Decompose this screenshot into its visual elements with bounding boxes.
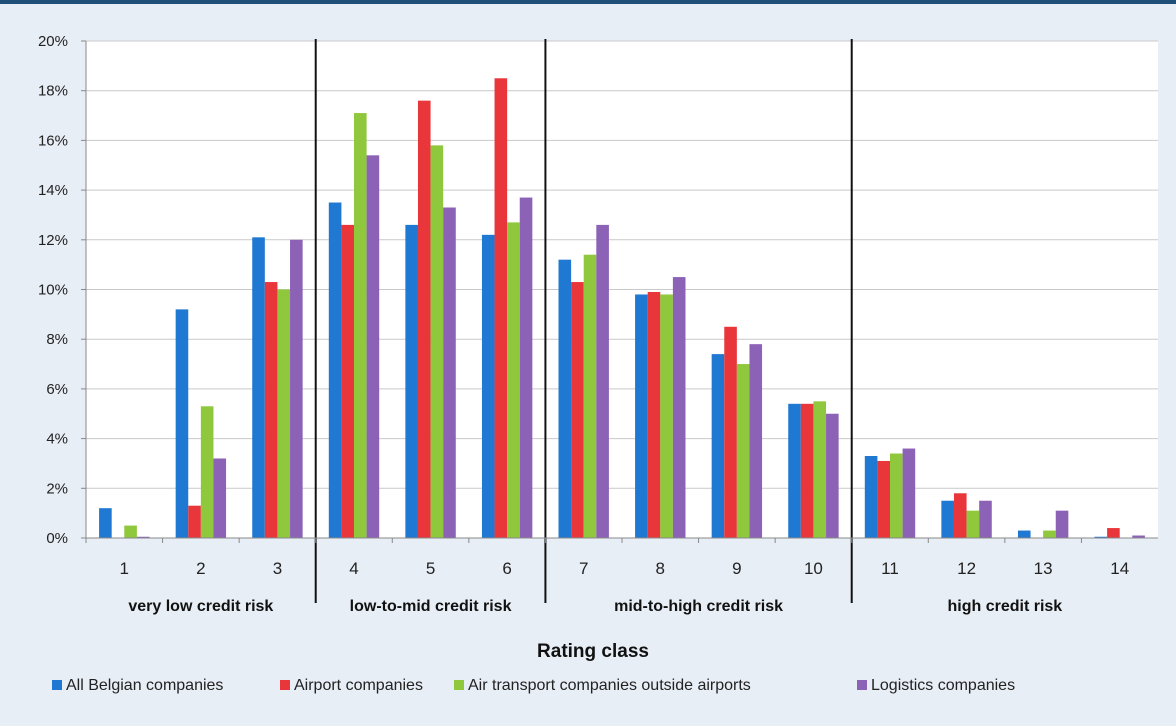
bar <box>124 525 137 538</box>
bar <box>788 403 801 538</box>
group-label: low-to-mid credit risk <box>350 598 512 615</box>
bar <box>405 224 418 538</box>
x-tick-label: 7 <box>579 559 588 578</box>
bar <box>417 100 431 538</box>
x-tick-label: 4 <box>349 559 358 578</box>
legend-entry: All Belgian companies <box>66 677 223 694</box>
bar <box>188 505 201 538</box>
group-label: mid-to-high credit risk <box>614 598 783 615</box>
bar <box>941 500 954 538</box>
legend-swatch <box>857 680 867 690</box>
bars <box>99 78 1145 539</box>
y-tick-label: 14% <box>38 182 68 199</box>
y-tick-label: 6% <box>46 381 68 398</box>
y-tick-label: 8% <box>46 331 68 348</box>
bar <box>953 493 967 538</box>
y-tick-label: 0% <box>46 530 68 547</box>
bar <box>264 282 278 538</box>
x-tick-label: 10 <box>804 559 823 578</box>
bar <box>571 282 584 538</box>
legend-entry: Air transport companies outside airports <box>468 677 751 694</box>
x-tick-label: 11 <box>881 559 899 578</box>
x-tick-label: 14 <box>1110 559 1129 578</box>
bar <box>136 536 150 538</box>
bar <box>430 145 444 538</box>
legend-swatch <box>454 680 464 690</box>
labels: 0%2%4%6%8%10%12%14%16%18%20%1 2 3 4 5 6 7 8 9 10 1… <box>38 33 1129 615</box>
bar <box>635 294 648 538</box>
bar <box>724 326 737 538</box>
top-rule <box>0 0 1176 4</box>
y-tick-label: 4% <box>46 431 68 448</box>
bar <box>979 500 992 538</box>
legend-entry: Airport companies <box>294 677 423 694</box>
bar <box>647 291 661 538</box>
bar <box>736 364 750 538</box>
bar <box>966 510 980 538</box>
bar <box>213 458 227 538</box>
x-axis-title: Rating class <box>537 641 649 662</box>
bar <box>366 155 380 538</box>
y-tick-label: 12% <box>38 232 68 249</box>
x-tick-label: 5 <box>426 559 435 578</box>
bar <box>341 224 354 538</box>
bar <box>583 254 597 538</box>
y-tick-label: 16% <box>38 132 68 149</box>
y-tick-label: 2% <box>46 480 68 497</box>
x-tick-label: 1 <box>120 559 129 578</box>
bar <box>902 448 916 538</box>
bar <box>660 294 673 538</box>
y-tick-label: 18% <box>38 83 68 100</box>
legend-swatch <box>280 680 290 690</box>
bar <box>200 406 214 538</box>
group-label: very low credit risk <box>128 598 273 615</box>
bar <box>443 207 456 538</box>
x-tick-label: 8 <box>656 559 665 578</box>
x-tick-label: 3 <box>273 559 282 578</box>
bar <box>99 508 112 538</box>
bar <box>558 259 572 538</box>
bar <box>252 237 265 538</box>
legend-entry: Logistics companies <box>871 677 1015 694</box>
legend-swatch <box>52 680 62 690</box>
bar <box>1094 536 1108 538</box>
bar <box>826 413 839 538</box>
axes <box>81 40 1158 543</box>
legend: All Belgian companies Airport companies Ai… <box>52 677 1015 694</box>
bar <box>596 224 609 538</box>
bar <box>1107 528 1120 538</box>
bar <box>672 277 686 538</box>
x-tick-label: 12 <box>957 559 976 578</box>
bar <box>1043 530 1056 538</box>
bar <box>1055 510 1069 538</box>
x-tick-label: 9 <box>732 559 741 578</box>
bar <box>519 197 533 538</box>
group-dividers <box>314 39 853 603</box>
bar <box>749 344 763 538</box>
bar <box>711 354 725 538</box>
bar <box>175 309 189 538</box>
bar <box>494 78 508 539</box>
bar <box>277 289 291 538</box>
bar <box>354 113 367 538</box>
x-tick-label: 6 <box>502 559 511 578</box>
y-tick-label: 20% <box>38 33 68 50</box>
x-tick-label: 2 <box>196 559 205 578</box>
y-tick-label: 10% <box>38 282 68 299</box>
bar <box>813 401 827 538</box>
bar <box>1132 535 1145 538</box>
x-tick-label: 13 <box>1034 559 1053 578</box>
bar <box>328 202 342 538</box>
bar <box>864 455 878 538</box>
bar <box>1017 530 1031 538</box>
bar <box>800 403 814 538</box>
bar <box>890 453 903 538</box>
bar <box>507 222 520 538</box>
group-label: high credit risk <box>948 598 1063 615</box>
bar <box>481 234 495 538</box>
bar <box>290 239 303 539</box>
bar <box>877 460 890 538</box>
